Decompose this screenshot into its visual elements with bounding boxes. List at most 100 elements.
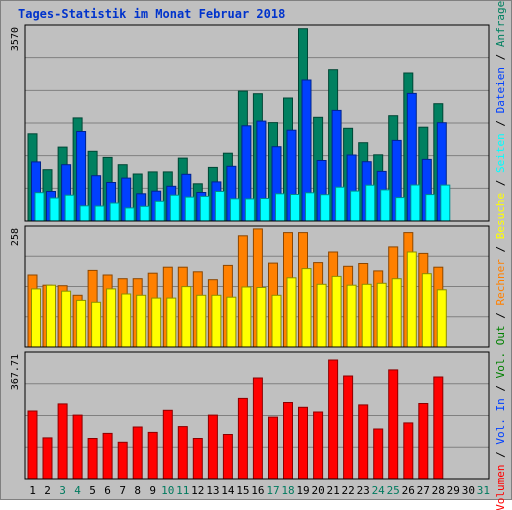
bar-seiten-day-9	[154, 200, 165, 222]
bar-besuche-day-21	[331, 275, 342, 348]
x-label-day-7: 7	[119, 484, 126, 497]
bar-besuche-day-12	[196, 294, 207, 348]
x-label-day-29: 29	[447, 484, 460, 497]
bar-volumen-day-19	[298, 406, 308, 480]
x-label-day-25: 25	[387, 484, 400, 497]
bar-volumen-day-1	[27, 410, 38, 480]
bar-seiten-day-15	[244, 198, 255, 222]
x-label-day-2: 2	[44, 484, 51, 497]
bar-seiten-day-18	[290, 194, 300, 222]
bar-besuche-day-15	[241, 286, 252, 348]
bar-besuche-day-5	[91, 301, 102, 348]
bar-besuche-day-13	[211, 294, 222, 348]
bar-besuche-day-17	[271, 294, 282, 348]
bar-volumen-day-18	[283, 402, 293, 480]
bar-volumen-day-21	[328, 359, 339, 480]
x-label-day-4: 4	[74, 484, 81, 497]
bar-volumen-day-25	[388, 369, 399, 480]
x-label-day-27: 27	[417, 484, 430, 497]
plot-border-middle	[24, 225, 490, 348]
bar-seiten-day-2	[49, 197, 60, 222]
bar-volumen-day-7	[117, 441, 128, 480]
bar-seiten-day-1	[34, 192, 45, 222]
x-label-day-23: 23	[357, 484, 370, 497]
bar-besuche-day-9	[151, 297, 162, 348]
x-label-day-13: 13	[206, 484, 219, 497]
bar-besuche-day-18	[286, 277, 297, 348]
legend-item: Vol. In	[493, 397, 507, 445]
bar-besuche-day-25	[391, 278, 402, 348]
bar-volumen-day-16	[252, 377, 263, 480]
bar-seiten-day-25	[395, 197, 406, 222]
x-label-day-21: 21	[326, 484, 339, 497]
bar-volumen-day-3	[57, 403, 68, 480]
x-label-day-19: 19	[296, 484, 309, 497]
bar-volumen-day-27	[418, 403, 429, 480]
x-label-day-12: 12	[191, 484, 204, 497]
bar-seiten-day-3	[64, 194, 75, 222]
legend-item: /	[493, 444, 507, 464]
legend-item: Seiten	[493, 132, 507, 173]
bar-seiten-day-17	[275, 193, 285, 222]
x-label-day-30: 30	[462, 484, 475, 497]
bar-besuche-day-19	[301, 268, 312, 348]
bar-seiten-day-28	[440, 184, 451, 222]
bar-besuche-day-3	[61, 290, 72, 348]
bar-seiten-day-23	[365, 184, 376, 222]
bar-volumen-day-9	[147, 431, 158, 480]
bar-seiten-day-8	[139, 205, 150, 222]
x-label-day-9: 9	[149, 484, 156, 497]
bar-volumen-day-2	[42, 437, 53, 480]
x-label-day-10: 10	[161, 484, 174, 497]
bar-besuche-day-14	[226, 296, 237, 348]
bar-seiten-day-6	[109, 202, 120, 222]
bar-seiten-day-19	[305, 192, 315, 222]
legend-item: /	[493, 377, 507, 398]
bar-seiten-day-16	[259, 198, 270, 222]
bar-seiten-day-10	[169, 194, 180, 222]
x-label-day-28: 28	[432, 484, 445, 497]
bar-besuche-day-2	[46, 284, 56, 348]
bar-besuche-day-1	[31, 288, 41, 348]
x-label-day-8: 8	[134, 484, 141, 497]
bar-seiten-day-26	[410, 184, 421, 222]
legend-item: Volumen	[493, 463, 507, 510]
legend-item: /	[493, 238, 507, 259]
bar-besuche-day-20	[316, 283, 327, 348]
x-label-day-24: 24	[372, 484, 386, 497]
x-label-day-20: 20	[311, 484, 324, 497]
bar-besuche-day-6	[106, 288, 117, 348]
bar-volumen-day-17	[268, 416, 278, 480]
x-label-day-6: 6	[104, 484, 111, 497]
bar-volumen-day-10	[162, 409, 173, 480]
plot-border-top	[24, 24, 490, 222]
bar-besuche-day-24	[376, 282, 387, 348]
bar-volumen-day-23	[358, 404, 369, 480]
bar-volumen-day-13	[207, 414, 218, 480]
bar-besuche-day-28	[436, 289, 447, 348]
bar-seiten-day-7	[124, 207, 135, 222]
bar-besuche-day-4	[76, 299, 87, 348]
bar-seiten-day-22	[350, 190, 361, 222]
bar-seiten-day-14	[229, 198, 240, 222]
y-max-label-middle: 258	[10, 228, 21, 246]
x-label-day-16: 16	[251, 484, 264, 497]
legend-item: /	[493, 172, 507, 193]
x-label-day-15: 15	[236, 484, 249, 497]
legend-item: Dateien	[493, 66, 507, 113]
x-label-day-1: 1	[29, 484, 36, 497]
bar-volumen-day-5	[87, 438, 98, 480]
bar-seiten-day-27	[425, 194, 436, 222]
x-label-day-11: 11	[176, 484, 189, 497]
legend-item: Vol. Out	[493, 324, 507, 378]
bar-volumen-day-12	[192, 438, 203, 480]
bar-volumen-day-6	[102, 432, 113, 480]
bar-seiten-day-13	[214, 191, 225, 222]
legend-item: /	[493, 46, 507, 67]
x-label-day-26: 26	[402, 484, 415, 497]
bar-seiten-day-5	[94, 205, 105, 222]
bar-besuche-day-22	[346, 284, 357, 348]
bar-besuche-day-27	[421, 273, 432, 348]
bar-seiten-day-21	[335, 186, 346, 222]
